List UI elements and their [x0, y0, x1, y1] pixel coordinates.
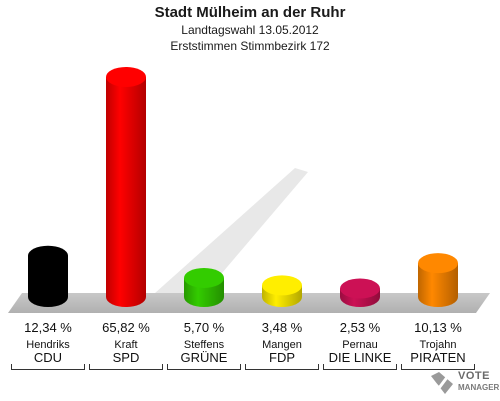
chart-subtitle-district: Erststimmen Stimmbezirk 172: [170, 39, 330, 53]
party-label: PIRATEN: [410, 350, 466, 365]
value-label: 10,13 %: [414, 320, 462, 335]
category-bracket: [401, 364, 475, 370]
background-check-mark: [155, 168, 308, 293]
chart-header: Stadt Mülheim an der Ruhr Landtagswahl 1…: [0, 4, 500, 54]
candidate-name: Hendriks: [26, 339, 70, 351]
bar-piraten: [418, 253, 458, 307]
value-label: 3,48 %: [261, 320, 303, 335]
candidate-name: Steffens: [183, 339, 225, 351]
bar-die-linke: [340, 278, 380, 307]
chart-floor: [8, 293, 490, 313]
party-label: GRÜNE: [180, 350, 228, 365]
logo-line2: MANAGER: [458, 383, 500, 392]
bar-spd: [106, 66, 146, 307]
category-bracket: [11, 364, 85, 370]
party-label: DIE LINKE: [328, 350, 392, 365]
candidate-name: Kraft: [114, 339, 138, 351]
candidate-name: Trojahn: [419, 339, 457, 351]
category-bracket: [89, 364, 163, 370]
category-bracket: [245, 364, 319, 370]
party-label: FDP: [269, 350, 295, 365]
party-label: SPD: [112, 350, 140, 365]
candidate-name: Mangen: [262, 339, 302, 351]
category-bracket: [167, 364, 241, 370]
party-label: CDU: [33, 350, 63, 365]
chart-title: Stadt Mülheim an der Ruhr: [154, 4, 346, 21]
bar-fdp: [262, 275, 302, 307]
category-bracket: [323, 364, 397, 370]
chart-subtitle-election: Landtagswahl 13.05.2012: [181, 23, 319, 37]
bar-gr-ne: [184, 267, 224, 307]
value-label: 12,34 %: [24, 320, 72, 335]
bar-cdu: [28, 245, 68, 307]
candidate-name: Pernau: [342, 339, 378, 351]
vote-manager-logo-icon: [431, 372, 453, 394]
vote-manager-logo: VOTE MANAGER: [428, 370, 500, 396]
value-label: 2,53 %: [339, 320, 381, 335]
value-label: 65,82 %: [102, 320, 150, 335]
logo-line1: VOTE: [458, 370, 490, 382]
value-label: 5,70 %: [183, 320, 225, 335]
